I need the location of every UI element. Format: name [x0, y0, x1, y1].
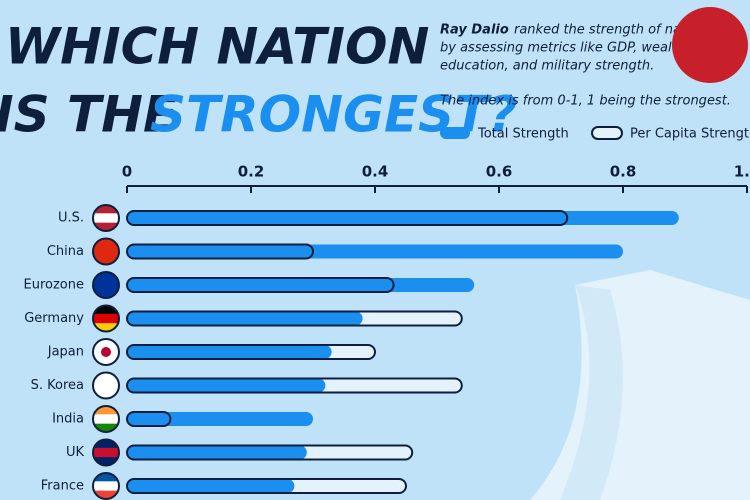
flag-ring — [92, 438, 120, 467]
bar — [127, 211, 679, 225]
flag-ring — [92, 237, 120, 266]
flag-ring — [92, 338, 120, 366]
y-tick-label: Eurozone — [24, 278, 84, 293]
bar — [127, 378, 326, 393]
title-line: IS THE — [0, 86, 177, 144]
bar-outline — [126, 344, 376, 360]
flag-stripe — [93, 339, 119, 348]
flag-stripe — [93, 213, 119, 224]
intro-line: education, and military strength. — [440, 59, 654, 74]
flag-ring — [92, 371, 120, 400]
flag-stripe — [93, 323, 119, 332]
flag-stripe — [93, 457, 119, 466]
bar-outline — [126, 444, 414, 461]
flag-stripe — [93, 372, 119, 382]
flag-stripe — [93, 356, 119, 365]
x-tick-label: 0 — [122, 163, 132, 181]
y-tick-label: India — [52, 412, 84, 427]
bar — [127, 412, 313, 426]
x-tick-label: 0.4 — [362, 163, 389, 181]
y-tick-label: UK — [66, 445, 85, 460]
legend-swatch — [591, 126, 623, 140]
logo — [672, 7, 748, 83]
flag-stripe — [93, 238, 119, 248]
flag-ring — [92, 204, 120, 232]
legend-label: Total Strength — [477, 127, 569, 142]
flag-stripe — [93, 280, 119, 291]
flag-stripe — [93, 481, 119, 492]
bar-outline — [126, 411, 172, 427]
title-line: WHICH NATION — [5, 18, 429, 76]
flag-fold — [560, 285, 623, 500]
intro-line: ranked the strength of nations — [514, 23, 713, 38]
y-tick-label: Germany — [24, 311, 84, 326]
flag-stripe — [93, 246, 119, 257]
flag-stripe — [93, 447, 119, 458]
flag-dot — [101, 347, 111, 357]
intro-bold: Ray Dalio — [440, 23, 509, 38]
flag-stripe — [93, 380, 119, 391]
flag-ring — [92, 271, 120, 299]
flag-stripe — [93, 390, 119, 399]
flag-stripe — [93, 490, 119, 499]
flag-stripe — [93, 305, 119, 315]
x-tick-label: 0.8 — [610, 163, 637, 181]
x-tick-label: 0.2 — [238, 163, 265, 181]
legend-swatch — [440, 127, 470, 139]
flag-ring — [92, 472, 120, 500]
intro-line: by assessing metrics like GDP, wealth, t… — [440, 41, 732, 56]
flag-stripe — [93, 406, 119, 415]
flag-stripe — [93, 414, 119, 425]
flag-ring — [92, 304, 120, 333]
bar-outline — [126, 277, 395, 293]
x-tick-label: 0.6 — [486, 163, 513, 181]
bar-outline — [126, 310, 463, 327]
flag-stripe — [93, 473, 119, 482]
bar-outline — [126, 210, 569, 226]
note: The index is from 0-1, 1 being the stron… — [440, 94, 731, 109]
y-tick-label: Japan — [47, 345, 84, 360]
y-tick-label: France — [41, 479, 84, 494]
y-tick-label: S. Korea — [31, 378, 84, 393]
bar — [127, 244, 623, 259]
bar-outline — [126, 478, 407, 494]
flag-stripe — [93, 289, 119, 298]
legend-label: Per Capita Strength — [630, 127, 750, 142]
flag-stripe — [93, 256, 119, 265]
bar — [127, 311, 363, 326]
y-tick-label: U.S. — [58, 211, 84, 226]
bar-outline — [126, 377, 463, 394]
flag-stripe — [93, 423, 119, 432]
flag-stripe — [93, 313, 119, 324]
bar — [127, 445, 307, 460]
flag-stripe — [93, 439, 119, 449]
y-tick-label: China — [47, 244, 84, 259]
x-tick-label: 1.0 — [734, 163, 750, 181]
bar-outline — [126, 243, 314, 260]
flag-stripe — [93, 222, 119, 231]
bar — [127, 479, 295, 493]
flag-decoration — [530, 270, 750, 500]
flag-ring — [92, 405, 120, 433]
flag-stripe — [93, 205, 119, 214]
flag-stripe — [93, 272, 119, 281]
bar — [127, 345, 332, 359]
bar — [127, 278, 475, 292]
